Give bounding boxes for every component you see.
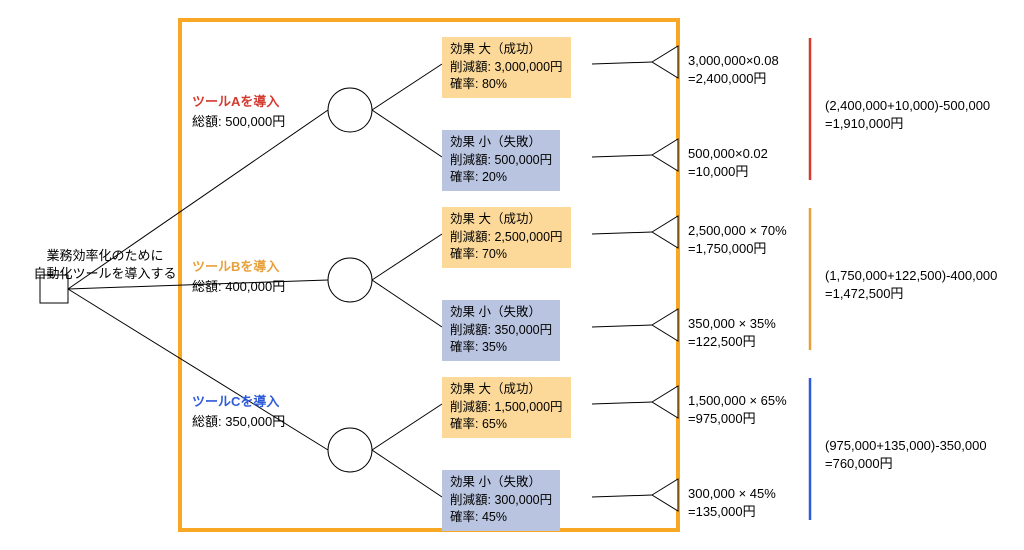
tool-c-calc-success: 1,500,000 × 65% =975,000円 — [688, 392, 787, 427]
tool-b-summary: (1,750,000+122,500)-400,000 =1,472,500円 — [825, 267, 997, 302]
root-label: 業務効率化のために 自動化ツールを導入する — [20, 247, 190, 282]
tool-c-total: 総額: 350,000円 — [192, 413, 285, 431]
tool-a-calc-fail: 500,000×0.02 =10,000円 — [688, 145, 768, 180]
tool-c-calc-fail: 300,000 × 45% =135,000円 — [688, 485, 776, 520]
root-label-l1: 業務効率化のために — [46, 248, 163, 263]
tool-a-success-box: 効果 大（成功） 削減額: 3,000,000円 確率: 80% — [442, 37, 571, 98]
tool-c-title: ツールCを導入 — [192, 393, 279, 411]
tool-c-fail-box: 効果 小（失敗） 削減額: 300,000円 確率: 45% — [442, 470, 560, 531]
tool-b-calc-fail: 350,000 × 35% =122,500円 — [688, 315, 776, 350]
root-label-l2: 自動化ツールを導入する — [33, 266, 176, 281]
tool-c-summary: (975,000+135,000)-350,000 =760,000円 — [825, 437, 987, 472]
tool-a-total: 総額: 500,000円 — [192, 113, 285, 131]
tool-a-fail-box: 効果 小（失敗） 削減額: 500,000円 確率: 20% — [442, 130, 560, 191]
tool-a-title: ツールAを導入 — [192, 93, 279, 111]
tool-b-fail-box: 効果 小（失敗） 削減額: 350,000円 確率: 35% — [442, 300, 560, 361]
tool-a-calc-success: 3,000,000×0.08 =2,400,000円 — [688, 52, 779, 87]
tool-b-title: ツールBを導入 — [192, 258, 279, 276]
tool-a-summary: (2,400,000+10,000)-500,000 =1,910,000円 — [825, 97, 990, 132]
tool-b-success-box: 効果 大（成功） 削減額: 2,500,000円 確率: 70% — [442, 207, 571, 268]
tool-b-calc-success: 2,500,000 × 70% =1,750,000円 — [688, 222, 787, 257]
tool-c-success-box: 効果 大（成功） 削減額: 1,500,000円 確率: 65% — [442, 377, 571, 438]
tool-b-total: 総額: 400,000円 — [192, 278, 285, 296]
